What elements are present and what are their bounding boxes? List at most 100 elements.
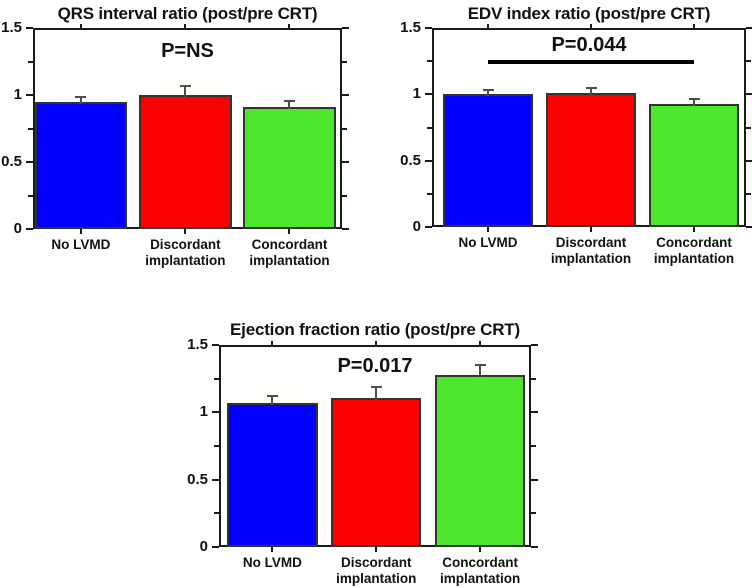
x-axis-bottom-tick bbox=[693, 227, 696, 232]
y-axis-tick-label: 0 bbox=[13, 220, 22, 237]
y-axis-major-tick bbox=[212, 546, 219, 548]
x-axis-top-tick bbox=[590, 24, 593, 28]
x-axis-bottom-tick bbox=[79, 229, 82, 234]
error-bar-no-lvmd bbox=[487, 90, 490, 97]
x-axis-category-label: Concordant implantation bbox=[249, 237, 330, 269]
x-axis-bottom-tick bbox=[487, 227, 490, 232]
error-bar-cap bbox=[283, 100, 295, 103]
y-axis-major-tick bbox=[425, 27, 432, 29]
y-axis-tick-label: 1.5 bbox=[1, 19, 22, 36]
y-axis-major-tick-right bbox=[342, 94, 349, 96]
y-axis-major-tick-right bbox=[342, 161, 349, 163]
y-axis-minor-tick bbox=[214, 377, 219, 380]
p-value-label: P=0.017 bbox=[337, 355, 413, 377]
chart-edv-index-ratio: EDV index ratio (post/pre CRT) P=0.044 0… bbox=[376, 0, 752, 290]
p-value-label: P=0.044 bbox=[551, 34, 627, 56]
x-axis-category-label: No LVMD bbox=[242, 555, 302, 570]
y-axis-minor-tick-right bbox=[342, 127, 347, 130]
y-axis-major-tick-right bbox=[342, 228, 349, 230]
bar-concordant-implantation bbox=[648, 103, 740, 227]
y-axis-major-tick bbox=[212, 411, 219, 414]
y-axis-major-tick bbox=[26, 161, 33, 163]
x-axis-bottom-tick bbox=[271, 547, 274, 552]
significance-line bbox=[488, 60, 695, 65]
y-axis-major-tick bbox=[26, 27, 33, 29]
x-axis-bottom-tick bbox=[288, 229, 291, 234]
y-axis-major-tick-right bbox=[746, 159, 752, 162]
bar-no-lvmd bbox=[227, 402, 318, 547]
y-axis-minor-tick bbox=[214, 445, 219, 447]
y-axis-minor-tick bbox=[28, 60, 33, 63]
y-axis-minor-tick bbox=[427, 126, 432, 129]
y-axis-minor-tick bbox=[28, 194, 33, 197]
error-bar-discordant-implantation bbox=[184, 85, 187, 97]
y-axis-major-tick bbox=[425, 159, 432, 162]
chart-ejection-fraction-ratio: Ejection fraction ratio (post/pre CRT) P… bbox=[180, 295, 570, 587]
x-axis-bottom-tick bbox=[479, 547, 482, 552]
x-axis-top-tick bbox=[79, 24, 82, 28]
chart-title: QRS interval ratio (post/pre CRT) bbox=[57, 4, 318, 23]
y-axis-major-tick bbox=[26, 228, 33, 230]
y-axis-minor-tick-right bbox=[531, 377, 536, 380]
x-axis-bottom-tick bbox=[184, 229, 187, 234]
y-axis-tick-label: 1.5 bbox=[187, 336, 208, 353]
error-bar-no-lvmd bbox=[79, 97, 82, 104]
x-axis-top-tick bbox=[693, 24, 696, 28]
error-bar-concordant-implantation bbox=[479, 365, 482, 377]
bar-no-lvmd bbox=[442, 94, 534, 227]
error-bar-discordant-implantation bbox=[590, 88, 593, 95]
y-axis-tick-label: 0 bbox=[412, 218, 421, 235]
y-axis-minor-tick-right bbox=[746, 126, 751, 129]
error-bar-cap bbox=[179, 84, 191, 87]
y-axis-major-tick-right bbox=[531, 478, 538, 481]
y-axis-major-tick bbox=[425, 93, 432, 96]
bar-no-lvmd bbox=[34, 101, 128, 229]
y-axis-major-tick bbox=[26, 94, 33, 96]
y-axis-major-tick-right bbox=[342, 27, 349, 29]
y-axis-major-tick-right bbox=[531, 411, 538, 414]
x-axis-category-label: No LVMD bbox=[458, 235, 518, 250]
chart-title: EDV index ratio (post/pre CRT) bbox=[467, 4, 711, 23]
y-axis-major-tick-right bbox=[746, 226, 752, 228]
x-axis-bottom-tick bbox=[590, 227, 593, 232]
bar-concordant-implantation bbox=[243, 107, 336, 229]
x-axis-category-label: Concordant implantation bbox=[440, 555, 521, 587]
y-axis-tick-label: 1.5 bbox=[400, 19, 421, 36]
error-bar-cap bbox=[474, 364, 486, 367]
y-axis-minor-tick bbox=[427, 60, 432, 63]
error-bar-cap bbox=[688, 97, 700, 100]
chart-title: Ejection fraction ratio (post/pre CRT) bbox=[230, 320, 520, 339]
y-axis-tick-label: 1 bbox=[412, 85, 421, 103]
y-axis-major-tick-right bbox=[746, 27, 752, 29]
x-axis-category-label: No LVMD bbox=[51, 237, 111, 252]
y-axis-tick-label: 0.5 bbox=[187, 470, 208, 488]
bar-concordant-implantation bbox=[434, 374, 526, 547]
x-axis-top-tick bbox=[375, 341, 378, 345]
y-axis-tick-label: 1 bbox=[13, 86, 22, 103]
error-bar-cap bbox=[482, 89, 494, 92]
y-axis-major-tick-right bbox=[746, 93, 752, 96]
chart-qrs-interval-ratio: QRS interval ratio (post/pre CRT) P=NS 0… bbox=[0, 0, 376, 290]
y-axis-minor-tick-right bbox=[746, 60, 751, 63]
x-axis-category-label: Discordant implantation bbox=[145, 237, 226, 269]
y-axis-major-tick-right bbox=[531, 344, 538, 346]
error-bar-discordant-implantation bbox=[375, 386, 378, 400]
y-axis-minor-tick-right bbox=[342, 60, 347, 63]
error-bar-cap bbox=[585, 87, 597, 90]
p-value-label: P=NS bbox=[161, 40, 214, 62]
x-axis-top-tick bbox=[487, 24, 490, 28]
error-bar-cap bbox=[266, 395, 278, 398]
y-axis-minor-tick-right bbox=[746, 192, 751, 195]
y-axis-tick-label: 1 bbox=[199, 403, 208, 421]
y-axis-minor-tick bbox=[427, 192, 432, 195]
x-axis-category-label: Discordant implantation bbox=[550, 235, 632, 267]
y-axis-tick-label: 0.5 bbox=[400, 151, 421, 169]
y-axis-tick-label: 0.5 bbox=[1, 153, 22, 170]
x-axis-top-tick bbox=[479, 341, 482, 345]
x-axis-top-tick bbox=[271, 341, 274, 345]
x-axis-category-label: Concordant implantation bbox=[653, 235, 735, 267]
error-bar-concordant-implantation bbox=[693, 98, 696, 106]
y-axis-minor-tick bbox=[28, 127, 33, 130]
error-bar-concordant-implantation bbox=[288, 101, 291, 110]
